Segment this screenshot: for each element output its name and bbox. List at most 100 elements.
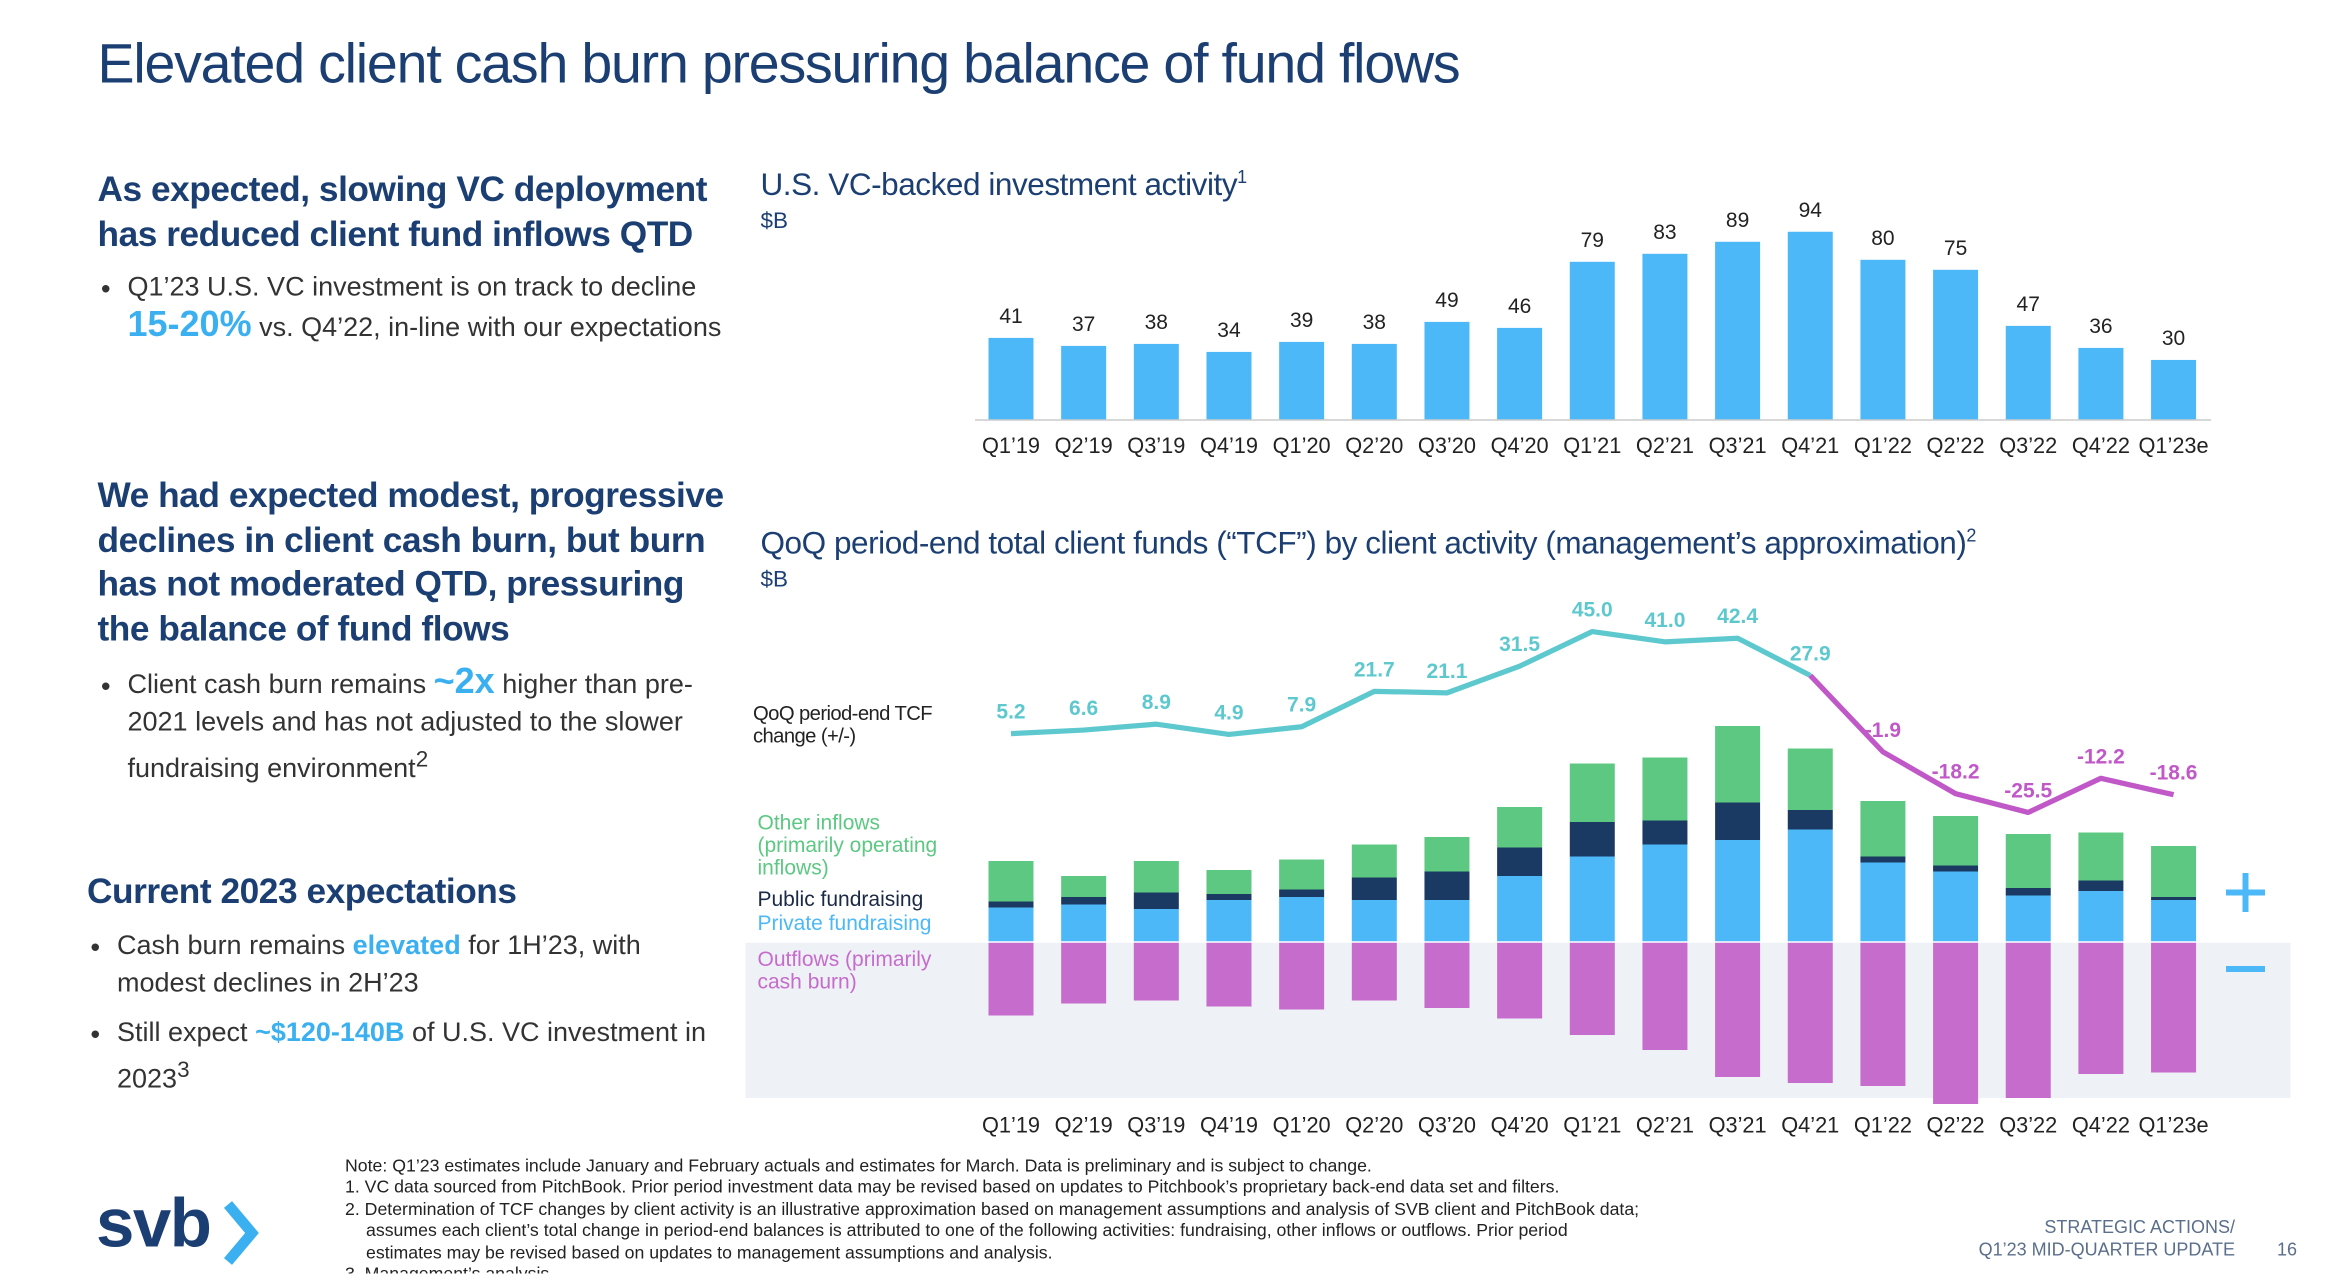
bar [1497,327,1543,420]
bar-segment [1133,892,1179,909]
x-tick-label: Q2’21 [1636,433,1694,458]
section-heading: As expected, slowing VC deployment has r… [97,169,708,253]
x-tick-label: Q1’22 [1854,433,1912,458]
x-tick-label: Q3’19 [1127,1113,1185,1138]
line-value-label: -25.5 [2004,779,2052,802]
footnote: 1. VC data sourced from PitchBook. Prior… [345,1176,1560,1198]
bar-segment [1860,942,1906,1086]
bar-segment [1715,942,1761,1077]
bar-segment [1715,840,1761,942]
bullet-text: 15-20% [127,304,252,345]
bullet: Cash burn remains elevated for 1H’23, wi… [117,926,717,1001]
line-value-label: 21.1 [1427,660,1468,683]
line-series [1010,628,1812,738]
value-label: 94 [1799,199,1823,222]
line-value-label: 42.4 [1717,605,1758,628]
bar [1860,259,1906,420]
bar [1715,241,1761,420]
value-label: 83 [1653,221,1676,244]
bar-segment [1642,844,1688,942]
section-heading: We had expected modest, progressive decl… [97,475,725,648]
footnote: 3. Management’s analysis. [345,1263,1639,1273]
bar-segment [1860,862,1906,942]
bullet-text: 2 [415,747,429,773]
bar-segment [988,907,1034,942]
bar-segment [1351,942,1397,1001]
section-heading: Current 2023 expectations [87,871,517,911]
bullet-text: for 1H’23, with modest declines in 2H’23 [117,929,641,997]
minus-icon [2226,966,2265,972]
bar-segment [2078,880,2124,891]
bar-segment [1860,856,1906,863]
x-tick-label: Q2’21 [1636,1113,1694,1138]
legend-entry: Other inflows (primarily operating inflo… [757,810,938,879]
plus-icon [2242,873,2249,912]
bar [1133,343,1179,420]
bar-segment [1351,844,1397,878]
bar-segment [1860,801,1906,857]
value-label: 47 [2017,293,2040,316]
legend-entry: Outflows (primarily cash burn) [757,946,932,993]
section: Current 2023 expectations Cash burn remai… [87,870,717,1109]
bar [1206,351,1252,420]
bar-segment [1424,942,1470,1008]
x-tick-label: Q4’22 [2072,1113,2130,1138]
bar-segment [1133,861,1179,893]
legend-entry: Private fundraising [757,910,932,935]
bar-segment [1424,900,1470,942]
bar-segment [1569,856,1615,942]
x-tick-label: Q4’20 [1491,1113,1549,1138]
x-tick-label: Q4’21 [1781,1113,1839,1138]
bar-segment [2151,846,2197,897]
bullet-list: Cash burn remains elevated for 1H’23, wi… [87,926,717,1097]
bar-segment [1933,942,1979,1104]
bar-segment [988,901,1034,908]
bar-segment [2078,891,2124,942]
section: As expected, slowing VC deployment has r… [98,168,728,359]
bar [1424,321,1470,420]
line-value-label: 6.6 [1069,697,1098,720]
bar-segment [1206,894,1252,900]
line-value-label: -18.2 [1932,761,1980,784]
x-tick-label: Q3’22 [1999,433,2057,458]
x-tick-label: Q3’19 [1127,433,1185,458]
slide-title: Elevated client cash burn pressuring bal… [97,33,1461,95]
bar-segment [2078,832,2124,881]
x-tick-label: Q2’19 [1055,433,1113,458]
bullet-list: Q1’23 U.S. VC investment is on track to … [98,269,728,347]
bar-segment [1569,942,1615,1035]
bar [1351,343,1397,420]
bar-segment [1569,822,1615,857]
bar [1642,253,1688,420]
bar-segment [1497,847,1543,876]
bar-segment [1279,859,1325,890]
line-value-label: 4.9 [1214,701,1243,724]
logo-chevron [223,1201,259,1265]
bar [988,337,1034,420]
bar-segment [1351,877,1397,900]
bar-segment [1424,871,1470,900]
bullet-text: ~$120-140B [255,1016,405,1047]
x-tick-label: Q1’20 [1273,433,1331,458]
value-label: 41 [999,305,1022,328]
chart-subtitle: $B [761,567,789,592]
bar-segment [1642,757,1688,821]
footer-line: Q1’23 MID-QUARTER UPDATE [1978,1239,2235,1260]
line-value-label: -1.9 [1865,719,1901,742]
x-tick-label: Q4’19 [1200,433,1258,458]
line-series [1808,673,2175,816]
legend-entry: Public fundraising [757,886,924,911]
bar [2151,359,2197,420]
bar-segment [1569,763,1615,822]
x-tick-label: Q1’19 [982,433,1040,458]
x-tick-label: Q3’21 [1709,1113,1767,1138]
bullet-text: higher than pre-2021 levels and has not … [127,669,693,783]
line-value-label: 8.9 [1142,691,1171,714]
x-tick-label: Q1’21 [1563,1113,1621,1138]
bar-segment [2005,895,2051,942]
chart-subtitle: $B [761,208,789,233]
bar [1061,345,1107,420]
line-value-label: 45.0 [1572,599,1613,622]
x-tick-label: Q4’20 [1491,433,1549,458]
bar-segment [1279,897,1325,942]
